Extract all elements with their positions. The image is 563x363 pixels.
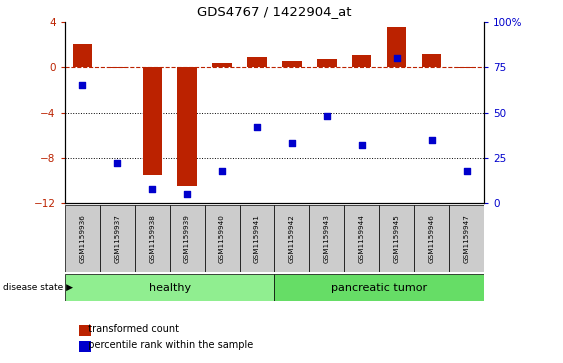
Text: GSM1159936: GSM1159936 (79, 214, 85, 263)
Bar (247, 57, 267, 67)
Text: GSM1159943: GSM1159943 (324, 214, 330, 263)
Text: GSM1159941: GSM1159941 (254, 214, 260, 263)
Text: healthy: healthy (149, 283, 191, 293)
Point (392, 55, 401, 61)
FancyBboxPatch shape (100, 205, 135, 272)
Point (288, 140, 297, 146)
Point (462, 168, 471, 174)
Text: transformed count: transformed count (82, 323, 178, 334)
Text: GSM1159937: GSM1159937 (114, 214, 120, 263)
Point (182, 191, 191, 197)
Bar (282, 61, 302, 67)
Bar (318, 59, 337, 67)
Bar (73, 45, 92, 67)
Bar (457, 67, 476, 68)
FancyBboxPatch shape (449, 205, 484, 272)
FancyBboxPatch shape (169, 205, 204, 272)
Text: percentile rank within the sample: percentile rank within the sample (82, 340, 253, 350)
Text: disease state ▶: disease state ▶ (3, 283, 73, 292)
Point (78, 82, 87, 88)
FancyBboxPatch shape (239, 205, 275, 272)
FancyBboxPatch shape (310, 205, 345, 272)
Text: GSM1159945: GSM1159945 (394, 214, 400, 263)
Title: GDS4767 / 1422904_at: GDS4767 / 1422904_at (197, 5, 352, 18)
Text: GSM1159938: GSM1159938 (149, 214, 155, 263)
Bar (212, 62, 231, 67)
Point (252, 124, 261, 130)
Bar (108, 67, 127, 68)
FancyBboxPatch shape (135, 205, 169, 272)
Text: GSM1159946: GSM1159946 (429, 214, 435, 263)
Point (217, 168, 226, 174)
Point (148, 186, 157, 192)
Bar (142, 67, 162, 175)
Text: pancreatic tumor: pancreatic tumor (331, 283, 427, 293)
FancyBboxPatch shape (204, 205, 239, 272)
FancyBboxPatch shape (345, 205, 379, 272)
Text: GSM1159944: GSM1159944 (359, 214, 365, 263)
Bar (79, 341, 91, 352)
Point (323, 113, 332, 119)
Text: GSM1159942: GSM1159942 (289, 214, 295, 263)
FancyBboxPatch shape (275, 205, 310, 272)
FancyBboxPatch shape (379, 205, 414, 272)
Point (427, 137, 436, 143)
Text: GSM1159947: GSM1159947 (464, 214, 470, 263)
Text: GSM1159939: GSM1159939 (184, 214, 190, 263)
Bar (422, 54, 441, 67)
FancyBboxPatch shape (275, 274, 484, 301)
Bar (352, 55, 372, 67)
Point (113, 160, 122, 166)
Bar (177, 67, 196, 186)
Bar (79, 325, 91, 336)
FancyBboxPatch shape (414, 205, 449, 272)
Bar (387, 28, 406, 67)
Text: GSM1159940: GSM1159940 (219, 214, 225, 263)
Point (358, 142, 367, 148)
FancyBboxPatch shape (65, 205, 100, 272)
FancyBboxPatch shape (65, 274, 275, 301)
